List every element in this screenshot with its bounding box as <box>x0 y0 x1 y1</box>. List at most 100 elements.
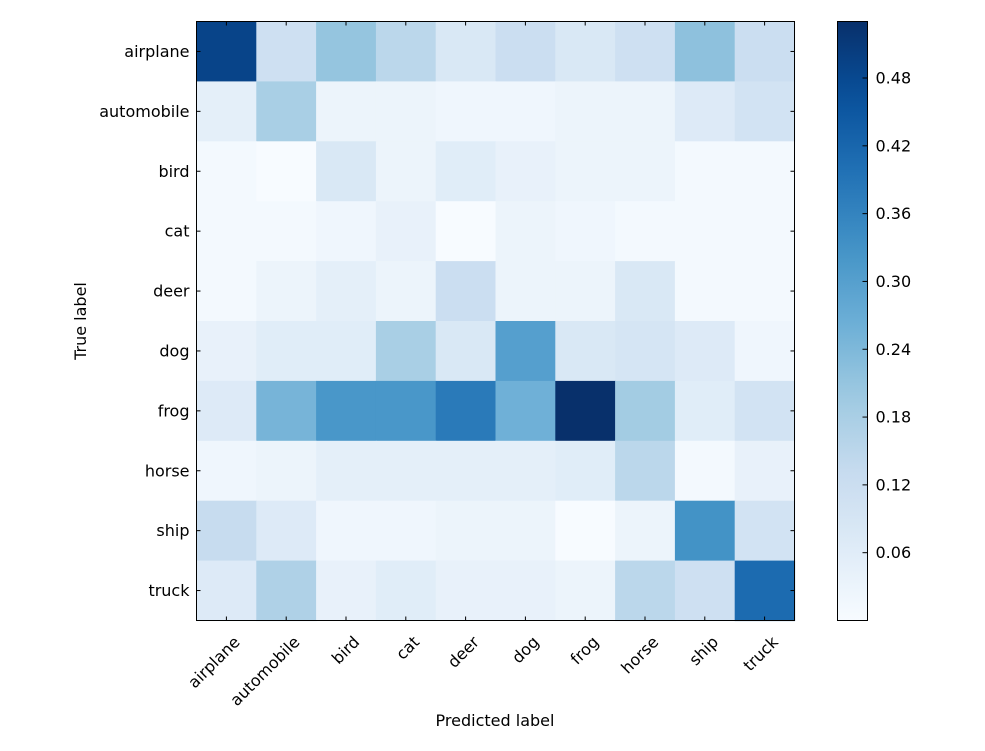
heatmap-cell <box>734 81 796 142</box>
heatmap-cell <box>555 21 616 82</box>
heatmap-cell <box>375 440 437 502</box>
heatmap-cell <box>435 440 497 502</box>
heatmap-cell <box>615 81 676 142</box>
heatmap-cell <box>435 261 497 322</box>
colorbar-axis: 0.06 0.12 0.18 0.24 0.30 0.36 0.42 0.48 <box>862 69 912 562</box>
x-tick-label: truck <box>739 632 782 675</box>
heatmap-cell <box>316 141 377 202</box>
heatmap-cell <box>674 321 736 382</box>
x-tick-label: ship <box>685 632 722 669</box>
heatmap-cell <box>316 321 377 382</box>
heatmap-cell <box>555 440 616 502</box>
heatmap-cell <box>375 500 437 562</box>
y-tick-label: cat <box>165 222 190 241</box>
heatmap-cell <box>734 500 796 562</box>
heatmap-cell <box>256 261 317 322</box>
heatmap-cell <box>256 21 317 82</box>
heatmap-cell <box>435 560 497 622</box>
colorbar-tick-label: 0.36 <box>876 204 912 223</box>
heatmap-cell <box>555 81 616 142</box>
heatmap-cell <box>495 21 556 82</box>
x-tick-label: horse <box>617 632 662 677</box>
heatmap-cell <box>495 141 556 202</box>
heatmap-cell <box>495 81 556 142</box>
heatmap-cell <box>734 21 796 82</box>
heatmap-cell <box>495 321 556 382</box>
heatmap-cell <box>316 81 377 142</box>
heatmap-cell <box>196 440 257 502</box>
heatmap-cell <box>555 261 616 322</box>
heatmap-cell <box>734 141 796 202</box>
heatmap-cell <box>555 380 616 442</box>
x-axis-label: Predicted label <box>436 711 555 730</box>
heatmap-cell <box>495 500 556 562</box>
heatmap-cell <box>435 81 497 142</box>
heatmap-cell <box>375 380 437 442</box>
heatmap-cell <box>375 261 437 322</box>
heatmap-cell <box>316 261 377 322</box>
heatmap-cell <box>196 500 257 562</box>
heatmap-cell <box>674 21 736 82</box>
heatmap-cell <box>555 141 616 202</box>
heatmap-cell <box>316 21 377 82</box>
colorbar-tick-label: 0.18 <box>876 408 912 427</box>
heatmap-cell <box>734 321 796 382</box>
heatmap-cell <box>256 321 317 382</box>
heatmap-cell <box>256 500 317 562</box>
colorbar-tick-label: 0.12 <box>876 475 912 494</box>
x-tick-label: cat <box>392 632 423 663</box>
heatmap-cell <box>615 21 676 82</box>
heatmap-cell <box>674 201 736 262</box>
heatmap-cell <box>674 261 736 322</box>
x-tick-label: deer <box>444 632 483 671</box>
y-tick-label: airplane <box>124 42 189 61</box>
heatmap-cell <box>615 440 676 502</box>
colorbar-tick-label: 0.48 <box>876 69 912 88</box>
heatmap-cell <box>555 201 616 262</box>
heatmap-cell <box>435 201 497 262</box>
heatmap-cell <box>495 380 556 442</box>
heatmap-cell <box>196 81 257 142</box>
heatmap-cell <box>674 440 736 502</box>
heatmap-cells <box>196 21 796 622</box>
heatmap-cell <box>196 560 257 622</box>
heatmap-cell <box>196 21 257 82</box>
heatmap-cell <box>435 141 497 202</box>
heatmap-cell <box>674 380 736 442</box>
x-tick-label: airplane <box>184 632 244 692</box>
heatmap-cell <box>256 440 317 502</box>
heatmap-cell <box>674 81 736 142</box>
heatmap-cell <box>256 141 317 202</box>
heatmap-cell <box>256 560 317 622</box>
heatmap-cell <box>615 141 676 202</box>
heatmap-cell <box>196 261 257 322</box>
colorbar <box>837 21 868 621</box>
heatmap-cell <box>734 560 796 622</box>
colorbar-tick-label: 0.30 <box>876 272 912 291</box>
heatmap-cell <box>495 261 556 322</box>
heatmap-cell <box>555 560 616 622</box>
heatmap-cell <box>495 440 556 502</box>
heatmap-cell <box>615 500 676 562</box>
colorbar-tick-label: 0.24 <box>876 340 912 359</box>
y-axis: airplane automobile bird cat deer dog frog hors… <box>99 42 795 600</box>
heatmap-cell <box>196 201 257 262</box>
heatmap-cell <box>674 141 736 202</box>
y-tick-label: dog <box>159 341 189 360</box>
heatmap-cell <box>495 201 556 262</box>
heatmap-cell <box>375 21 437 82</box>
heatmap-cell <box>316 500 377 562</box>
heatmap-cell <box>316 380 377 442</box>
heatmap-cell <box>615 560 676 622</box>
y-tick-label: bird <box>158 162 189 181</box>
y-axis-label: True label <box>71 282 90 361</box>
heatmap-cell <box>734 380 796 442</box>
heatmap-cell <box>375 321 437 382</box>
heatmap-cell <box>495 560 556 622</box>
heatmap-cell <box>435 321 497 382</box>
heatmap-cell <box>555 321 616 382</box>
heatmap-cell <box>196 141 257 202</box>
y-tick-label: frog <box>158 401 190 420</box>
heatmap-cell <box>375 141 437 202</box>
